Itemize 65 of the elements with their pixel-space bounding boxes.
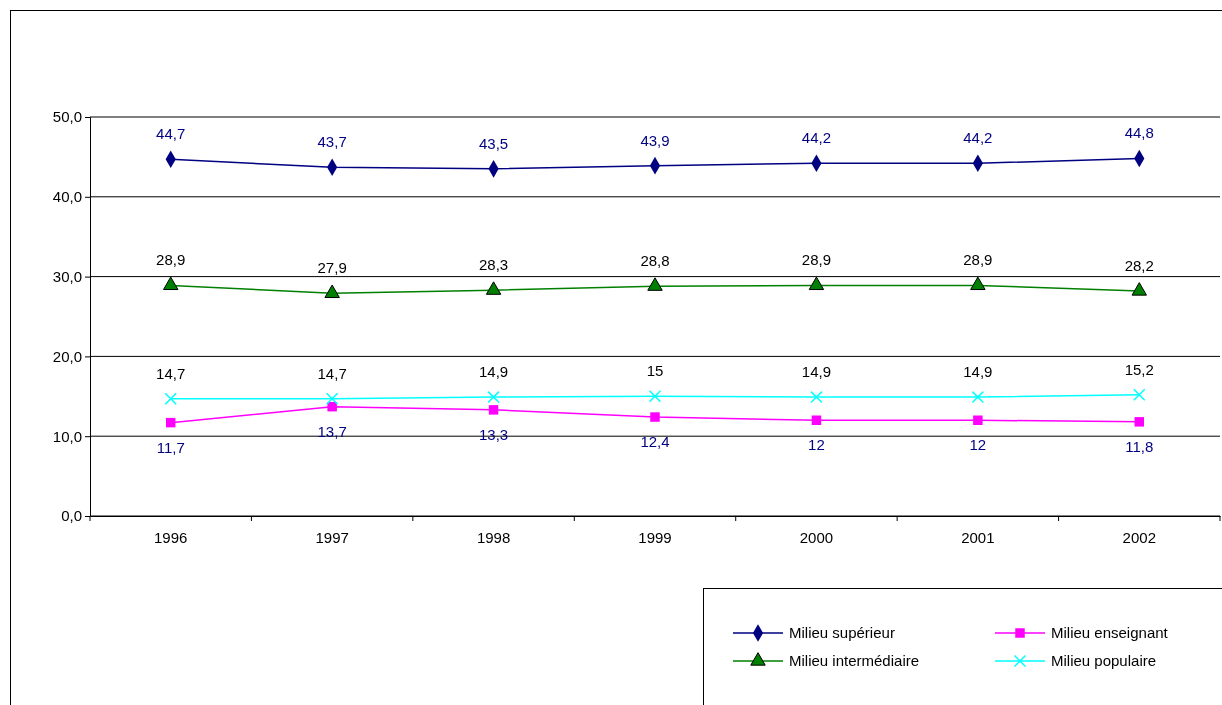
legend-label: Milieu enseignant: [1051, 624, 1169, 641]
point: [485, 281, 502, 295]
point: [164, 392, 177, 405]
data-label: 12,4: [640, 433, 670, 451]
point: [1134, 417, 1145, 427]
data-label: 14,9: [963, 363, 993, 381]
data-label: 44,2: [801, 129, 832, 147]
data-label: 14,7: [156, 364, 186, 382]
data-label: 12: [969, 436, 987, 454]
x-tick-label: 2001: [961, 528, 995, 546]
legend-label: Milieu populaire: [1051, 652, 1157, 669]
point: [970, 276, 986, 291]
y-tick-label: 50,0: [52, 108, 82, 126]
y-tick-label: 20,0: [52, 347, 82, 365]
point: [1133, 388, 1146, 401]
x-tick-label: 1996: [154, 528, 188, 546]
point: [648, 390, 662, 403]
data-label: 14,9: [478, 363, 509, 381]
data-label: 28,9: [156, 251, 186, 269]
data-label: 28,3: [478, 256, 509, 274]
legend-label: Milieu intermédiaire: [789, 652, 920, 669]
data-label: 14,7: [317, 364, 347, 382]
point: [647, 277, 663, 291]
point: [324, 284, 340, 299]
data-label: 44,8: [1124, 124, 1154, 142]
point: [808, 276, 825, 291]
y-tick-label: 0,0: [61, 507, 82, 525]
data-label: 43,5: [478, 134, 509, 152]
point: [811, 415, 822, 425]
data-label: 15: [646, 362, 664, 380]
data-label: 12: [808, 436, 825, 454]
point: [325, 392, 339, 405]
data-label: 28,8: [640, 252, 670, 270]
point: [810, 390, 823, 404]
y-tick-label: 40,0: [52, 188, 82, 206]
data-label: 43,9: [640, 131, 670, 149]
data-label: 28,9: [963, 251, 993, 269]
y-tick-label: 10,0: [52, 427, 82, 445]
data-label: 44,2: [963, 129, 993, 147]
data-label: 28,9: [801, 251, 832, 269]
data-label: 14,9: [801, 363, 832, 381]
x-tick-label: 2002: [1122, 528, 1156, 546]
x-tick-label: 1997: [315, 528, 349, 546]
point: [650, 412, 660, 422]
point: [327, 401, 337, 412]
point: [1131, 282, 1147, 296]
data-label: 11,8: [1125, 437, 1154, 455]
data-label: 27,9: [317, 259, 347, 277]
data-label: 13,7: [317, 422, 347, 440]
point: [973, 415, 983, 425]
data-label: 43,7: [317, 133, 347, 151]
data-label: 44,7: [156, 125, 186, 143]
data-label: 15,2: [1124, 360, 1154, 378]
point: [165, 417, 176, 428]
point: [971, 390, 985, 404]
data-label: 28,2: [1124, 256, 1154, 274]
data-label: 11,7: [156, 438, 185, 456]
x-tick-label: 1998: [476, 528, 511, 546]
point: [487, 390, 500, 404]
x-tick-label: 1999: [638, 528, 672, 546]
x-tick-label: 2000: [799, 528, 834, 546]
y-tick-label: 30,0: [52, 267, 82, 285]
point: [488, 405, 499, 415]
point: [163, 276, 179, 291]
legend-label: Milieu supérieur: [789, 624, 895, 641]
